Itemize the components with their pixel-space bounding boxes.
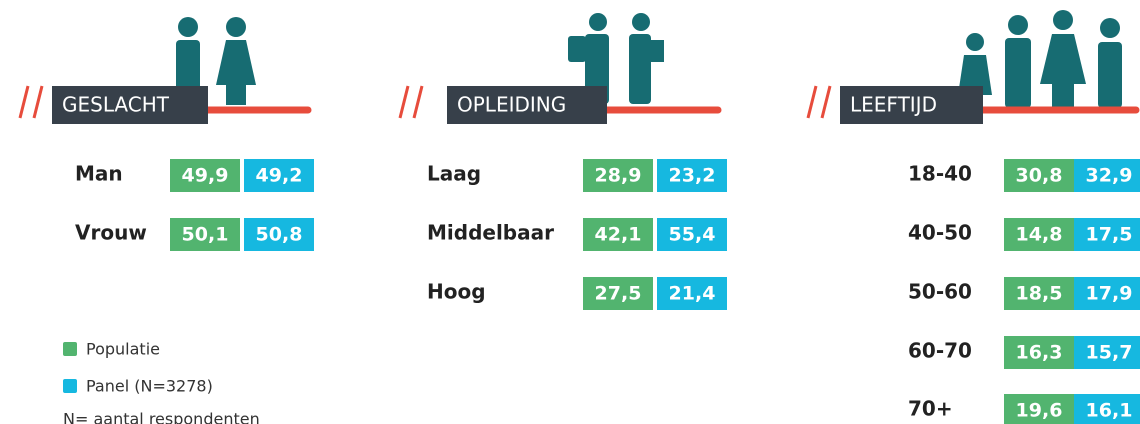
slashes — [400, 86, 422, 118]
section-title: LEEFTIJD — [850, 93, 937, 117]
panel-value: 15,7 — [1086, 342, 1133, 364]
populatie-value: 18,5 — [1016, 283, 1063, 305]
populatie-value: 42,1 — [595, 224, 642, 246]
slashes — [808, 86, 830, 118]
row-label: Middelbaar — [427, 221, 554, 245]
legend-swatch — [63, 379, 77, 393]
legend-note: N= aantal respondenten — [63, 410, 260, 424]
slashes — [20, 86, 42, 118]
populatie-value: 16,3 — [1016, 342, 1063, 364]
panel-value: 32,9 — [1086, 165, 1133, 187]
populatie-value: 28,9 — [595, 165, 642, 187]
section-title: GESLACHT — [62, 93, 170, 117]
section-title: OPLEIDING — [457, 93, 566, 117]
legend: Populatie Panel (N=3278) N= aantal respo… — [63, 340, 260, 424]
row-label: 18-40 — [908, 162, 972, 186]
populatie-value: 49,9 — [182, 165, 229, 187]
panel-value: 23,2 — [669, 165, 716, 187]
populatie-value: 14,8 — [1016, 224, 1063, 246]
panel-value: 17,5 — [1086, 224, 1133, 246]
row-label: 60-70 — [908, 339, 972, 363]
populatie-value: 30,8 — [1016, 165, 1063, 187]
row-label: Hoog — [427, 280, 486, 304]
row-label: 50-60 — [908, 280, 972, 304]
infographic: GESLACHT Man 49,9 49,2 Vrouw 50,1 50,8 OPLEIDIN… — [0, 0, 1140, 424]
panel-value: 17,9 — [1086, 283, 1133, 305]
panel-value: 21,4 — [669, 283, 716, 305]
legend-label: Panel (N=3278) — [86, 377, 213, 396]
populatie-value: 19,6 — [1016, 400, 1063, 422]
populatie-value: 27,5 — [595, 283, 642, 305]
sections: GESLACHT Man 49,9 49,2 Vrouw 50,1 50,8 OPLEIDIN… — [20, 86, 1140, 424]
panel-value: 16,1 — [1086, 400, 1133, 422]
panel-value: 55,4 — [669, 224, 716, 246]
legend-label: Populatie — [86, 340, 160, 359]
row-label: Man — [75, 162, 123, 186]
row-label: 40-50 — [908, 221, 972, 245]
populatie-value: 50,1 — [182, 224, 229, 246]
row-label: 70+ — [908, 397, 953, 421]
row-label: Vrouw — [75, 221, 147, 245]
panel-value: 49,2 — [256, 165, 303, 187]
row-label: Laag — [427, 162, 481, 186]
panel-value: 50,8 — [256, 224, 303, 246]
legend-swatch — [63, 342, 77, 356]
